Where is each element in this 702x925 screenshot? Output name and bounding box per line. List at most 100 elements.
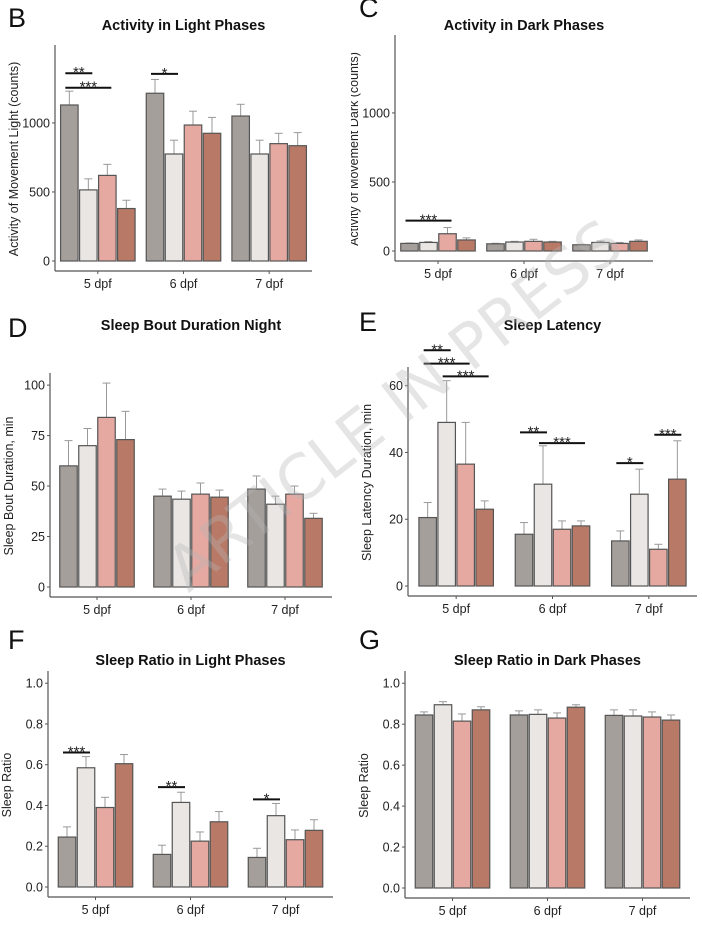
bar xyxy=(153,495,172,588)
x-tick-label: 7 dpf xyxy=(272,903,300,917)
y-axis-label: Sleep Ratio xyxy=(0,753,14,818)
bar xyxy=(533,483,553,587)
bar xyxy=(623,715,643,889)
bar xyxy=(414,714,434,889)
y-tick-label: 20 xyxy=(389,513,403,527)
bar xyxy=(572,244,591,252)
x-tick-label: 6 dpf xyxy=(177,603,205,617)
x-tick-label: 5 dpf xyxy=(439,904,467,918)
bar xyxy=(505,241,524,252)
bar xyxy=(304,517,323,588)
bar xyxy=(266,815,286,888)
chart-f: F Sleep Ratio in Light Phases Sleep Ratio 0… xyxy=(0,625,333,917)
significance-label: * xyxy=(627,454,633,471)
panel-letter: B xyxy=(8,3,26,33)
chart-e: E Sleep Latency Sleep Latency Duration, mi… xyxy=(359,307,697,616)
significance-label: ** xyxy=(73,64,85,81)
x-tick-label: 5 dpf xyxy=(84,277,112,291)
bar xyxy=(471,709,491,889)
x-tick-label: 7 dpf xyxy=(596,267,624,281)
bar xyxy=(438,233,457,252)
bar xyxy=(152,853,172,888)
bar xyxy=(250,153,270,262)
bar xyxy=(97,416,116,588)
bar xyxy=(116,439,135,588)
y-tick-label: 75 xyxy=(31,429,45,443)
x-tick-label: 7 dpf xyxy=(635,602,663,616)
chart-b: B Activity in Light Phases Activity of Mov… xyxy=(7,3,312,291)
x-tick-label: 6 dpf xyxy=(177,903,205,917)
x-tick-label: 5 dpf xyxy=(442,602,470,616)
significance-label: *** xyxy=(420,212,438,229)
bar xyxy=(629,240,648,252)
y-tick-label: 1.0 xyxy=(383,677,400,691)
y-tick-label: 500 xyxy=(369,175,390,189)
significance-label: *** xyxy=(553,434,571,451)
y-tick-label: 60 xyxy=(389,379,403,393)
x-tick-label: 5 dpf xyxy=(82,903,110,917)
bar xyxy=(304,829,324,888)
bar xyxy=(642,716,662,889)
y-tick-label: 0 xyxy=(43,255,50,269)
bar xyxy=(552,528,572,587)
bar xyxy=(95,806,115,888)
bar xyxy=(524,240,543,252)
panel-f: F Sleep Ratio in Light Phases Sleep Ratio 0… xyxy=(0,620,351,925)
x-tick-label: 7 dpf xyxy=(629,904,657,918)
bar xyxy=(452,720,472,889)
bar xyxy=(475,508,495,587)
y-tick-label: 0.2 xyxy=(383,841,400,855)
bar xyxy=(145,92,165,262)
y-axis-label: Sleep Bout Duration, min xyxy=(2,416,16,555)
bar xyxy=(59,465,78,588)
bar xyxy=(456,463,476,587)
chart-title: Activity in Light Phases xyxy=(102,18,266,34)
bar xyxy=(97,174,117,262)
y-tick-label: 50 xyxy=(31,480,45,494)
bar xyxy=(571,525,591,587)
panel-e: E Sleep Latency Sleep Latency Duration, mi… xyxy=(351,300,702,620)
bar xyxy=(285,493,304,588)
y-tick-label: 0.0 xyxy=(383,882,400,896)
x-tick-label: 7 dpf xyxy=(255,277,283,291)
bar xyxy=(266,503,285,588)
panel-letter: F xyxy=(8,625,25,655)
bar xyxy=(57,836,77,888)
bar xyxy=(190,840,210,888)
bar xyxy=(418,516,438,587)
bar xyxy=(648,548,668,587)
bar xyxy=(269,143,289,262)
y-tick-label: 1000 xyxy=(362,106,390,120)
panel-d: D Sleep Bout Duration Night Sleep Bout Dur… xyxy=(0,300,351,620)
y-tick-label: 0 xyxy=(38,581,45,595)
significance-label: *** xyxy=(80,79,98,96)
x-tick-label: 6 dpf xyxy=(539,602,567,616)
y-tick-label: 0.4 xyxy=(26,799,43,813)
bar xyxy=(116,207,136,262)
bar xyxy=(566,706,586,889)
bar xyxy=(610,242,629,252)
y-tick-label: 0.4 xyxy=(383,800,400,814)
chart-title: Sleep Latency xyxy=(504,318,602,334)
y-tick-label: 0.0 xyxy=(26,881,43,895)
y-tick-label: 0 xyxy=(383,245,390,259)
bar xyxy=(191,493,210,588)
y-tick-label: 0 xyxy=(396,580,403,594)
y-tick-label: 25 xyxy=(31,530,45,544)
significance-label: *** xyxy=(438,355,456,372)
significance-label: ** xyxy=(528,423,540,440)
y-tick-label: 100 xyxy=(24,379,45,393)
panel-b: B Activity in Light Phases Activity of Mov… xyxy=(0,0,351,300)
panel-c: C Activity in Dark Phases Activity of Move… xyxy=(351,0,702,300)
bar xyxy=(78,189,98,262)
x-tick-label: 6 dpf xyxy=(534,904,562,918)
significance-label: * xyxy=(162,65,168,82)
bar xyxy=(114,763,134,888)
y-tick-label: 0.6 xyxy=(383,759,400,773)
panel-letter: D xyxy=(8,313,28,343)
bar xyxy=(247,488,266,588)
bar xyxy=(547,717,567,889)
bar xyxy=(59,104,79,262)
x-tick-label: 5 dpf xyxy=(424,267,452,281)
bar xyxy=(661,719,681,889)
